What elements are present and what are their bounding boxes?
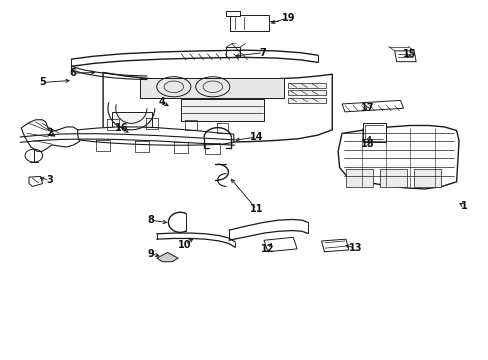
- Text: 17: 17: [360, 103, 373, 113]
- Polygon shape: [229, 15, 268, 31]
- Polygon shape: [321, 239, 348, 252]
- Polygon shape: [288, 83, 326, 88]
- Polygon shape: [115, 132, 132, 136]
- Polygon shape: [225, 47, 239, 57]
- Text: 2: 2: [46, 129, 53, 138]
- Text: 9: 9: [147, 249, 154, 259]
- Text: 4: 4: [158, 97, 164, 107]
- Polygon shape: [337, 126, 458, 189]
- Polygon shape: [345, 168, 372, 187]
- Text: 3: 3: [46, 175, 53, 185]
- Polygon shape: [108, 130, 154, 142]
- Text: 18: 18: [360, 139, 373, 149]
- Polygon shape: [379, 168, 406, 187]
- Polygon shape: [112, 112, 152, 130]
- Polygon shape: [341, 100, 403, 112]
- Text: 10: 10: [178, 239, 191, 249]
- Text: 7: 7: [259, 48, 266, 58]
- Text: 1: 1: [460, 201, 467, 211]
- Text: 12: 12: [261, 244, 274, 254]
- Text: 5: 5: [39, 77, 46, 87]
- Text: 15: 15: [402, 49, 415, 59]
- Text: 14: 14: [249, 132, 263, 142]
- Polygon shape: [288, 90, 326, 95]
- Text: 8: 8: [147, 215, 154, 225]
- Polygon shape: [225, 12, 239, 16]
- Polygon shape: [140, 78, 283, 98]
- Polygon shape: [78, 127, 233, 145]
- Polygon shape: [394, 51, 415, 62]
- Polygon shape: [157, 252, 178, 262]
- Text: 19: 19: [281, 13, 295, 23]
- Polygon shape: [288, 98, 326, 103]
- Text: 6: 6: [69, 68, 76, 78]
- Polygon shape: [135, 132, 149, 136]
- Text: 11: 11: [249, 204, 263, 215]
- Polygon shape: [103, 72, 331, 143]
- Text: 16: 16: [115, 123, 128, 133]
- Polygon shape: [413, 168, 440, 187]
- Polygon shape: [29, 176, 42, 186]
- Polygon shape: [181, 99, 264, 121]
- Text: 13: 13: [348, 243, 362, 253]
- Polygon shape: [362, 123, 385, 142]
- Polygon shape: [264, 237, 297, 252]
- Polygon shape: [21, 120, 81, 151]
